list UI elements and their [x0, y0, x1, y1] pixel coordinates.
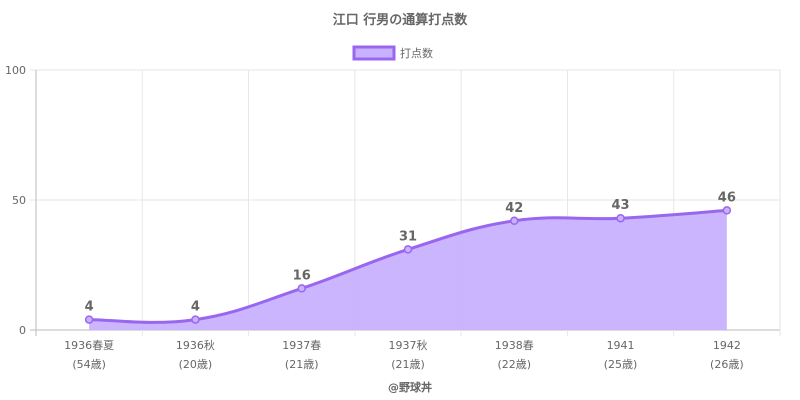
data-point — [297, 284, 306, 293]
x-tick-label: 1942 — [713, 339, 741, 352]
legend-swatch — [352, 45, 396, 61]
chart-title: 江口 行男の通算打点数 — [333, 12, 469, 28]
x-tick-label: 1936秋 — [176, 338, 215, 352]
x-tick-sublabel: (21歳) — [391, 358, 425, 371]
data-point — [403, 245, 413, 254]
y-axis: 0 50 100 — [5, 64, 26, 337]
x-tick-sublabel: (54歳) — [72, 358, 106, 371]
data-label: 16 — [293, 268, 311, 283]
data-point — [722, 206, 732, 215]
x-tick-sublabel: (25歳) — [604, 358, 638, 371]
data-point — [191, 315, 200, 324]
data-labels: 4 4 16 31 42 43 46 — [85, 190, 736, 314]
data-label: 42 — [505, 201, 523, 216]
data-label: 31 — [399, 229, 417, 244]
series-area — [89, 210, 727, 330]
x-tick-label: 1941 — [607, 339, 635, 352]
y-tick-label: 0 — [19, 324, 26, 337]
x-tick-label: 1938春 — [495, 339, 534, 352]
data-label: 4 — [85, 300, 94, 315]
x-tick-sublabel: (21歳) — [285, 358, 319, 371]
x-tick-sublabel: (22歳) — [497, 358, 531, 371]
x-tick-sublabel: (26歳) — [710, 358, 744, 371]
x-tick-label: 1937秋 — [389, 338, 428, 352]
x-tick-sublabel: (20歳) — [179, 358, 213, 371]
x-tick-label: 1937春 — [282, 339, 321, 352]
data-label: 46 — [718, 190, 736, 205]
y-tick-label: 100 — [5, 64, 26, 77]
x-tick-label: 1936春夏 — [64, 339, 114, 352]
data-point — [84, 315, 94, 324]
data-point — [510, 216, 519, 226]
data-label: 4 — [191, 300, 200, 315]
series-group — [84, 206, 732, 330]
data-label: 43 — [612, 198, 630, 213]
legend[interactable]: 打点数 — [352, 45, 433, 61]
data-point — [616, 213, 625, 223]
x-axis: 1936春夏 (54歳) 1936秋 (20歳) 1937春 (21歳) 1937秋 (21歳… — [64, 338, 744, 371]
y-tick-label: 50 — [12, 194, 26, 207]
legend-label: 打点数 — [400, 46, 433, 60]
chart-footer: @野球丼 — [388, 380, 432, 394]
